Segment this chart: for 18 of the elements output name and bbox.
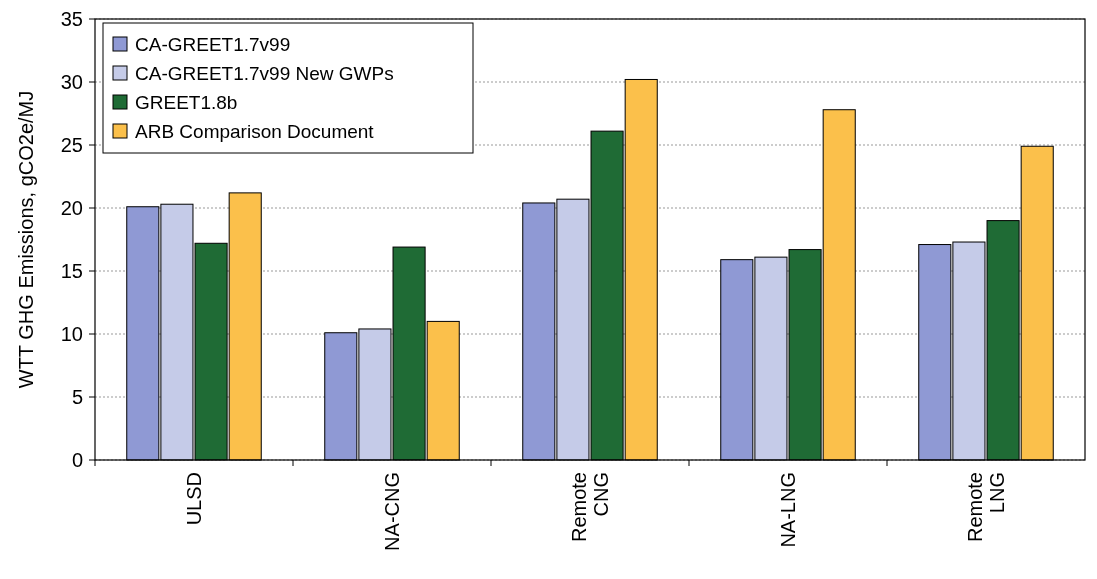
y-tick-label: 15 xyxy=(60,260,83,282)
x-tick-label: ULSD xyxy=(183,472,205,526)
legend-label: ARB Comparison Document xyxy=(135,120,375,142)
x-tick-label: NA-CNG xyxy=(381,472,403,551)
x-tick-label: Remote CNG xyxy=(568,472,612,543)
legend-label: GREET1.8b xyxy=(135,91,238,113)
legend-label: CA-GREET1.7v99 xyxy=(135,33,291,55)
legend-label: CA-GREET1.7v99 New GWPs xyxy=(135,62,394,84)
y-tick-label: 0 xyxy=(71,449,83,471)
y-tick-label: 10 xyxy=(60,323,83,345)
y-axis-title: WTT GHG Emissions, gCO2e/MJ xyxy=(15,90,37,389)
x-tick-label: Remote LNG xyxy=(964,472,1008,543)
y-tick-label: 25 xyxy=(60,134,83,156)
y-tick-label: 5 xyxy=(71,386,83,408)
y-tick-label: 35 xyxy=(60,8,83,30)
y-tick-label: 20 xyxy=(60,197,83,219)
x-tick-label: NA-LNG xyxy=(777,472,799,548)
y-tick-label: 30 xyxy=(60,71,83,93)
